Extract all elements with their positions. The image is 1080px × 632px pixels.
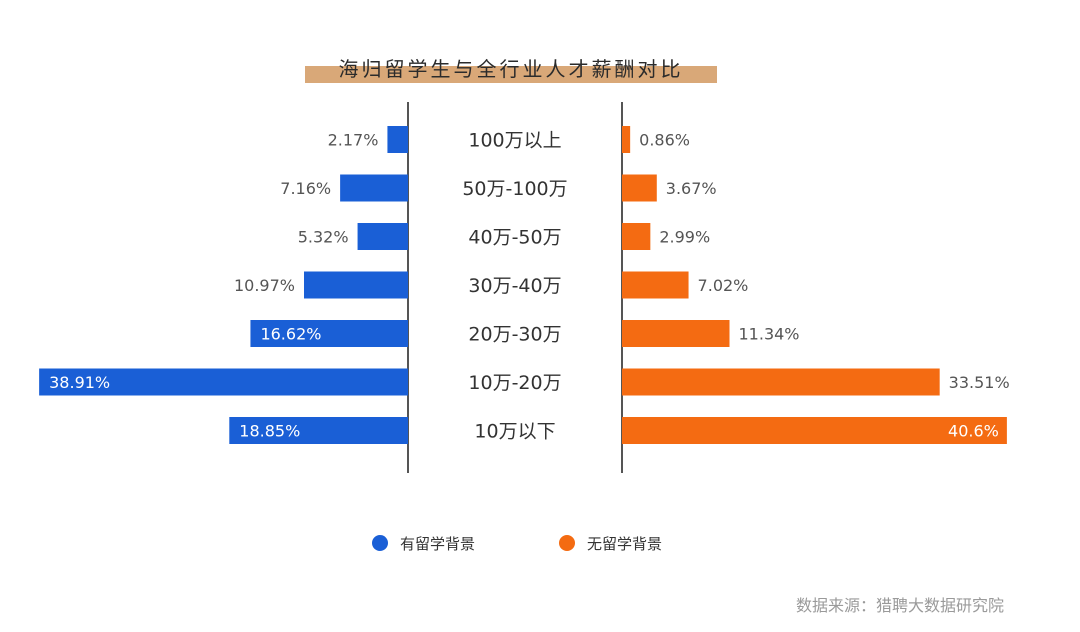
category-label: 40万-50万 [468,227,561,249]
bar-overseas [304,271,408,299]
bar-domestic [622,223,651,250]
data-source-note: 数据来源：猎聘大数据研究院 [796,596,1004,615]
value-label-domestic: 40.6% [948,422,999,441]
bar-overseas [250,320,408,347]
series-overseas-bars [39,126,408,444]
value-label-overseas: 2.17% [328,131,379,150]
series-domestic-bars [622,126,1007,444]
legend-label-overseas: 有留学背景 [400,535,475,553]
bar-overseas [340,174,408,202]
value-label-overseas: 7.16% [280,179,331,198]
bar-domestic [622,174,657,202]
chart-title: 海归留学生与全行业人才薪酬对比 [339,57,684,81]
value-label-domestic: 11.34% [739,325,800,344]
bar-overseas [39,368,408,396]
bar-domestic [622,320,730,347]
value-label-overseas: 16.62% [260,325,321,344]
value-label-domestic: 0.86% [639,131,690,150]
bar-domestic [622,368,940,396]
bar-overseas [387,126,408,153]
value-label-overseas: 10.97% [234,276,295,295]
legend: 有留学背景 无留学背景 [372,535,662,553]
category-label: 50万-100万 [462,178,567,200]
category-labels: 100万以上 50万-100万 40万-50万 30万-40万 20万-30万 10万-2… [462,130,567,443]
value-label-overseas: 18.85% [239,422,300,441]
value-label-domestic: 2.99% [659,228,710,247]
value-labels: 2.17% 0.86% 7.16% 3.67% 5.32% 2.99% 10.97% 7.02… [49,131,1010,441]
legend-marker-overseas [372,535,388,551]
bar-overseas [229,417,408,444]
category-label: 10万-20万 [468,372,561,394]
value-label-domestic: 33.51% [949,373,1010,392]
title-underline-band [305,66,717,83]
bar-overseas [357,223,408,250]
value-label-overseas: 38.91% [49,373,110,392]
category-label: 30万-40万 [468,275,561,297]
value-label-domestic: 7.02% [698,276,749,295]
value-label-overseas: 5.32% [298,228,349,247]
category-label: 20万-30万 [468,324,561,346]
value-label-domestic: 3.67% [666,179,717,198]
legend-label-domestic: 无留学背景 [587,535,662,553]
category-label: 10万以下 [474,421,555,443]
legend-marker-domestic [559,535,575,551]
bar-domestic [622,126,631,153]
bar-domestic [622,271,689,299]
bar-domestic [622,417,1007,444]
category-label: 100万以上 [468,130,561,152]
